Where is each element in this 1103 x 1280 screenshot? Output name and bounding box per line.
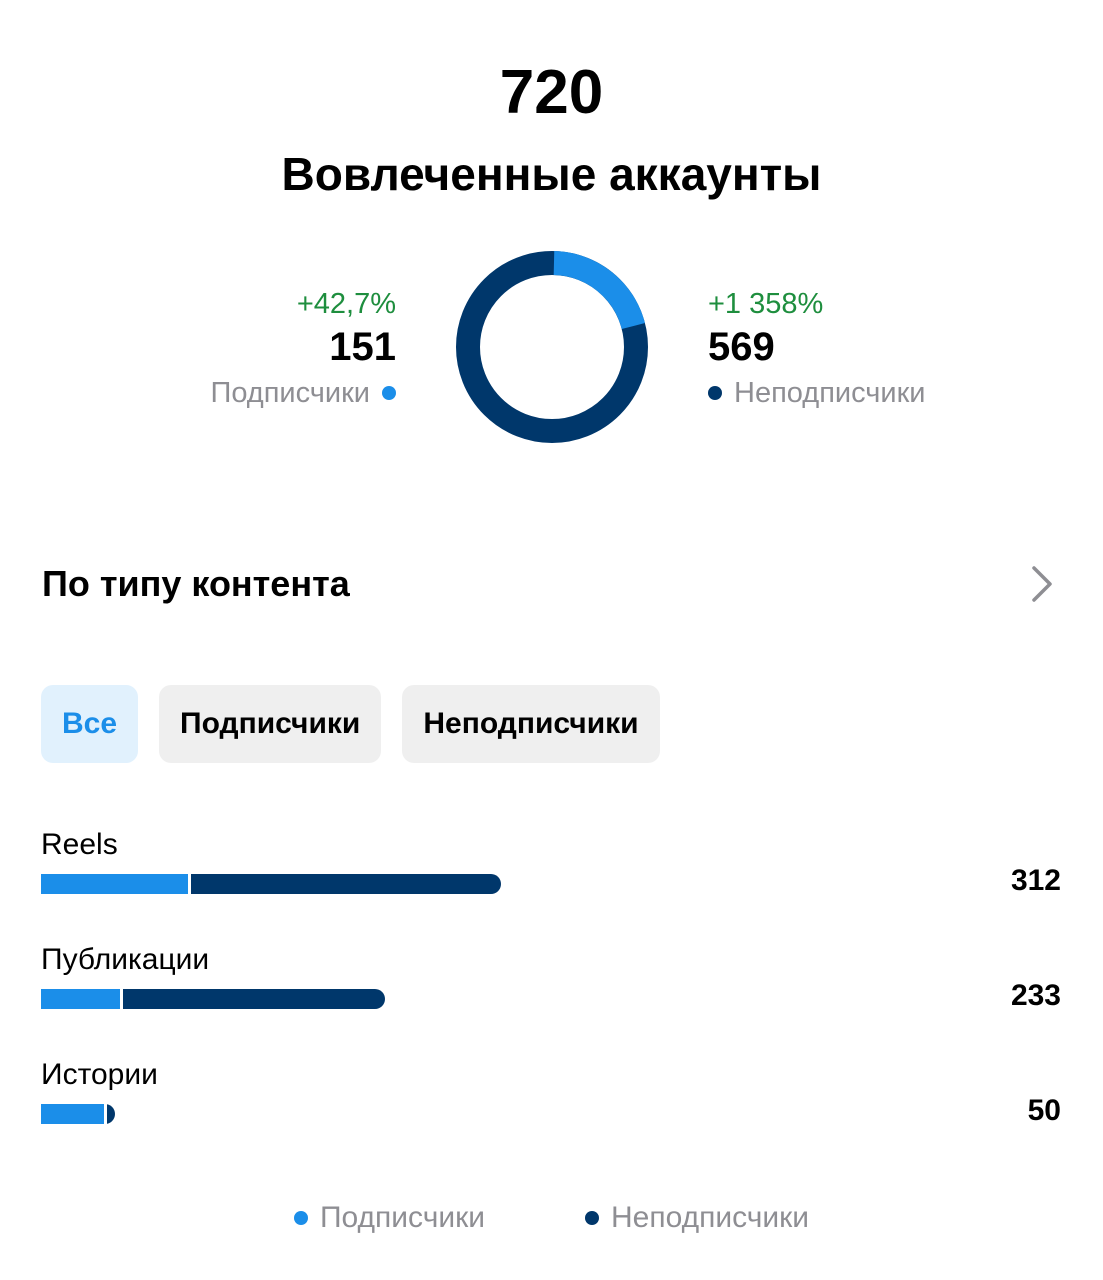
followers-summary: +42,7% 151 Подписчики <box>210 284 396 416</box>
non-followers-dot-icon <box>708 386 722 400</box>
stacked-bar <box>41 1104 115 1124</box>
page-title: Вовлеченные аккаунты <box>281 148 822 200</box>
section-title-content-type: По типу контента <box>42 563 350 604</box>
bar-divider <box>120 989 123 1009</box>
stacked-bar <box>41 874 501 894</box>
content-row-stories: Истории 50 <box>41 1056 1061 1171</box>
bar-divider <box>188 874 192 894</box>
bar-followers-segment <box>41 1104 105 1124</box>
total-engaged-count: 720 <box>499 58 604 127</box>
followers-change: +42,7% <box>296 288 396 320</box>
chevron-right-icon[interactable] <box>1024 562 1060 606</box>
non-followers-dot-icon <box>584 1211 599 1225</box>
row-value: 50 <box>1027 1094 1061 1127</box>
legend-label-non-followers: Неподписчики <box>610 1201 810 1234</box>
bar-followers-segment <box>41 989 120 1009</box>
bar-track <box>41 874 921 894</box>
followers-label-wrap: Подписчики <box>210 370 396 416</box>
followers-count: 151 <box>329 325 396 369</box>
filter-all-button[interactable]: Все <box>41 685 139 763</box>
row-label: Истории <box>41 1058 158 1091</box>
filter-non-followers-button[interactable]: Неподписчики <box>402 685 660 763</box>
bar-non-followers-segment <box>107 1104 115 1124</box>
legend-item-followers: Подписчики <box>293 1198 485 1238</box>
donut-non-followers-segment <box>456 251 648 443</box>
followers-label: Подписчики <box>210 377 370 409</box>
bar-track <box>41 1104 921 1124</box>
non-followers-summary: +1 358% 569 Неподписчики <box>708 284 925 416</box>
legend-item-non-followers: Неподписчики <box>584 1198 810 1238</box>
engagement-donut-chart <box>456 251 648 443</box>
bar-non-followers-segment <box>123 989 385 1009</box>
chart-legend: Подписчики Неподписчики <box>0 1198 1103 1238</box>
filter-followers-button[interactable]: Подписчики <box>159 685 382 763</box>
stacked-bar <box>41 989 385 1009</box>
row-value: 312 <box>1010 864 1061 897</box>
content-type-list: Reels 312 Публикации 233 Истории <box>41 826 1061 1171</box>
legend-label-followers: Подписчики <box>319 1201 485 1234</box>
content-row-posts: Публикации 233 <box>41 941 1061 1056</box>
audience-filter-tabs: Все Подписчики Неподписчики <box>41 685 660 763</box>
non-followers-count: 569 <box>708 325 775 369</box>
non-followers-label: Неподписчики <box>734 377 926 409</box>
content-row-reels: Reels 312 <box>41 826 1061 941</box>
bar-track <box>41 989 921 1009</box>
followers-dot-icon <box>293 1211 308 1225</box>
bar-divider <box>104 1104 108 1124</box>
bar-non-followers-segment <box>191 874 501 894</box>
bar-followers-segment <box>41 874 189 894</box>
row-value: 233 <box>1010 979 1061 1012</box>
non-followers-change: +1 358% <box>708 288 824 320</box>
non-followers-label-wrap: Неподписчики <box>708 370 925 416</box>
row-label: Публикации <box>41 943 210 976</box>
row-label: Reels <box>41 828 118 861</box>
followers-dot-icon <box>382 386 396 400</box>
